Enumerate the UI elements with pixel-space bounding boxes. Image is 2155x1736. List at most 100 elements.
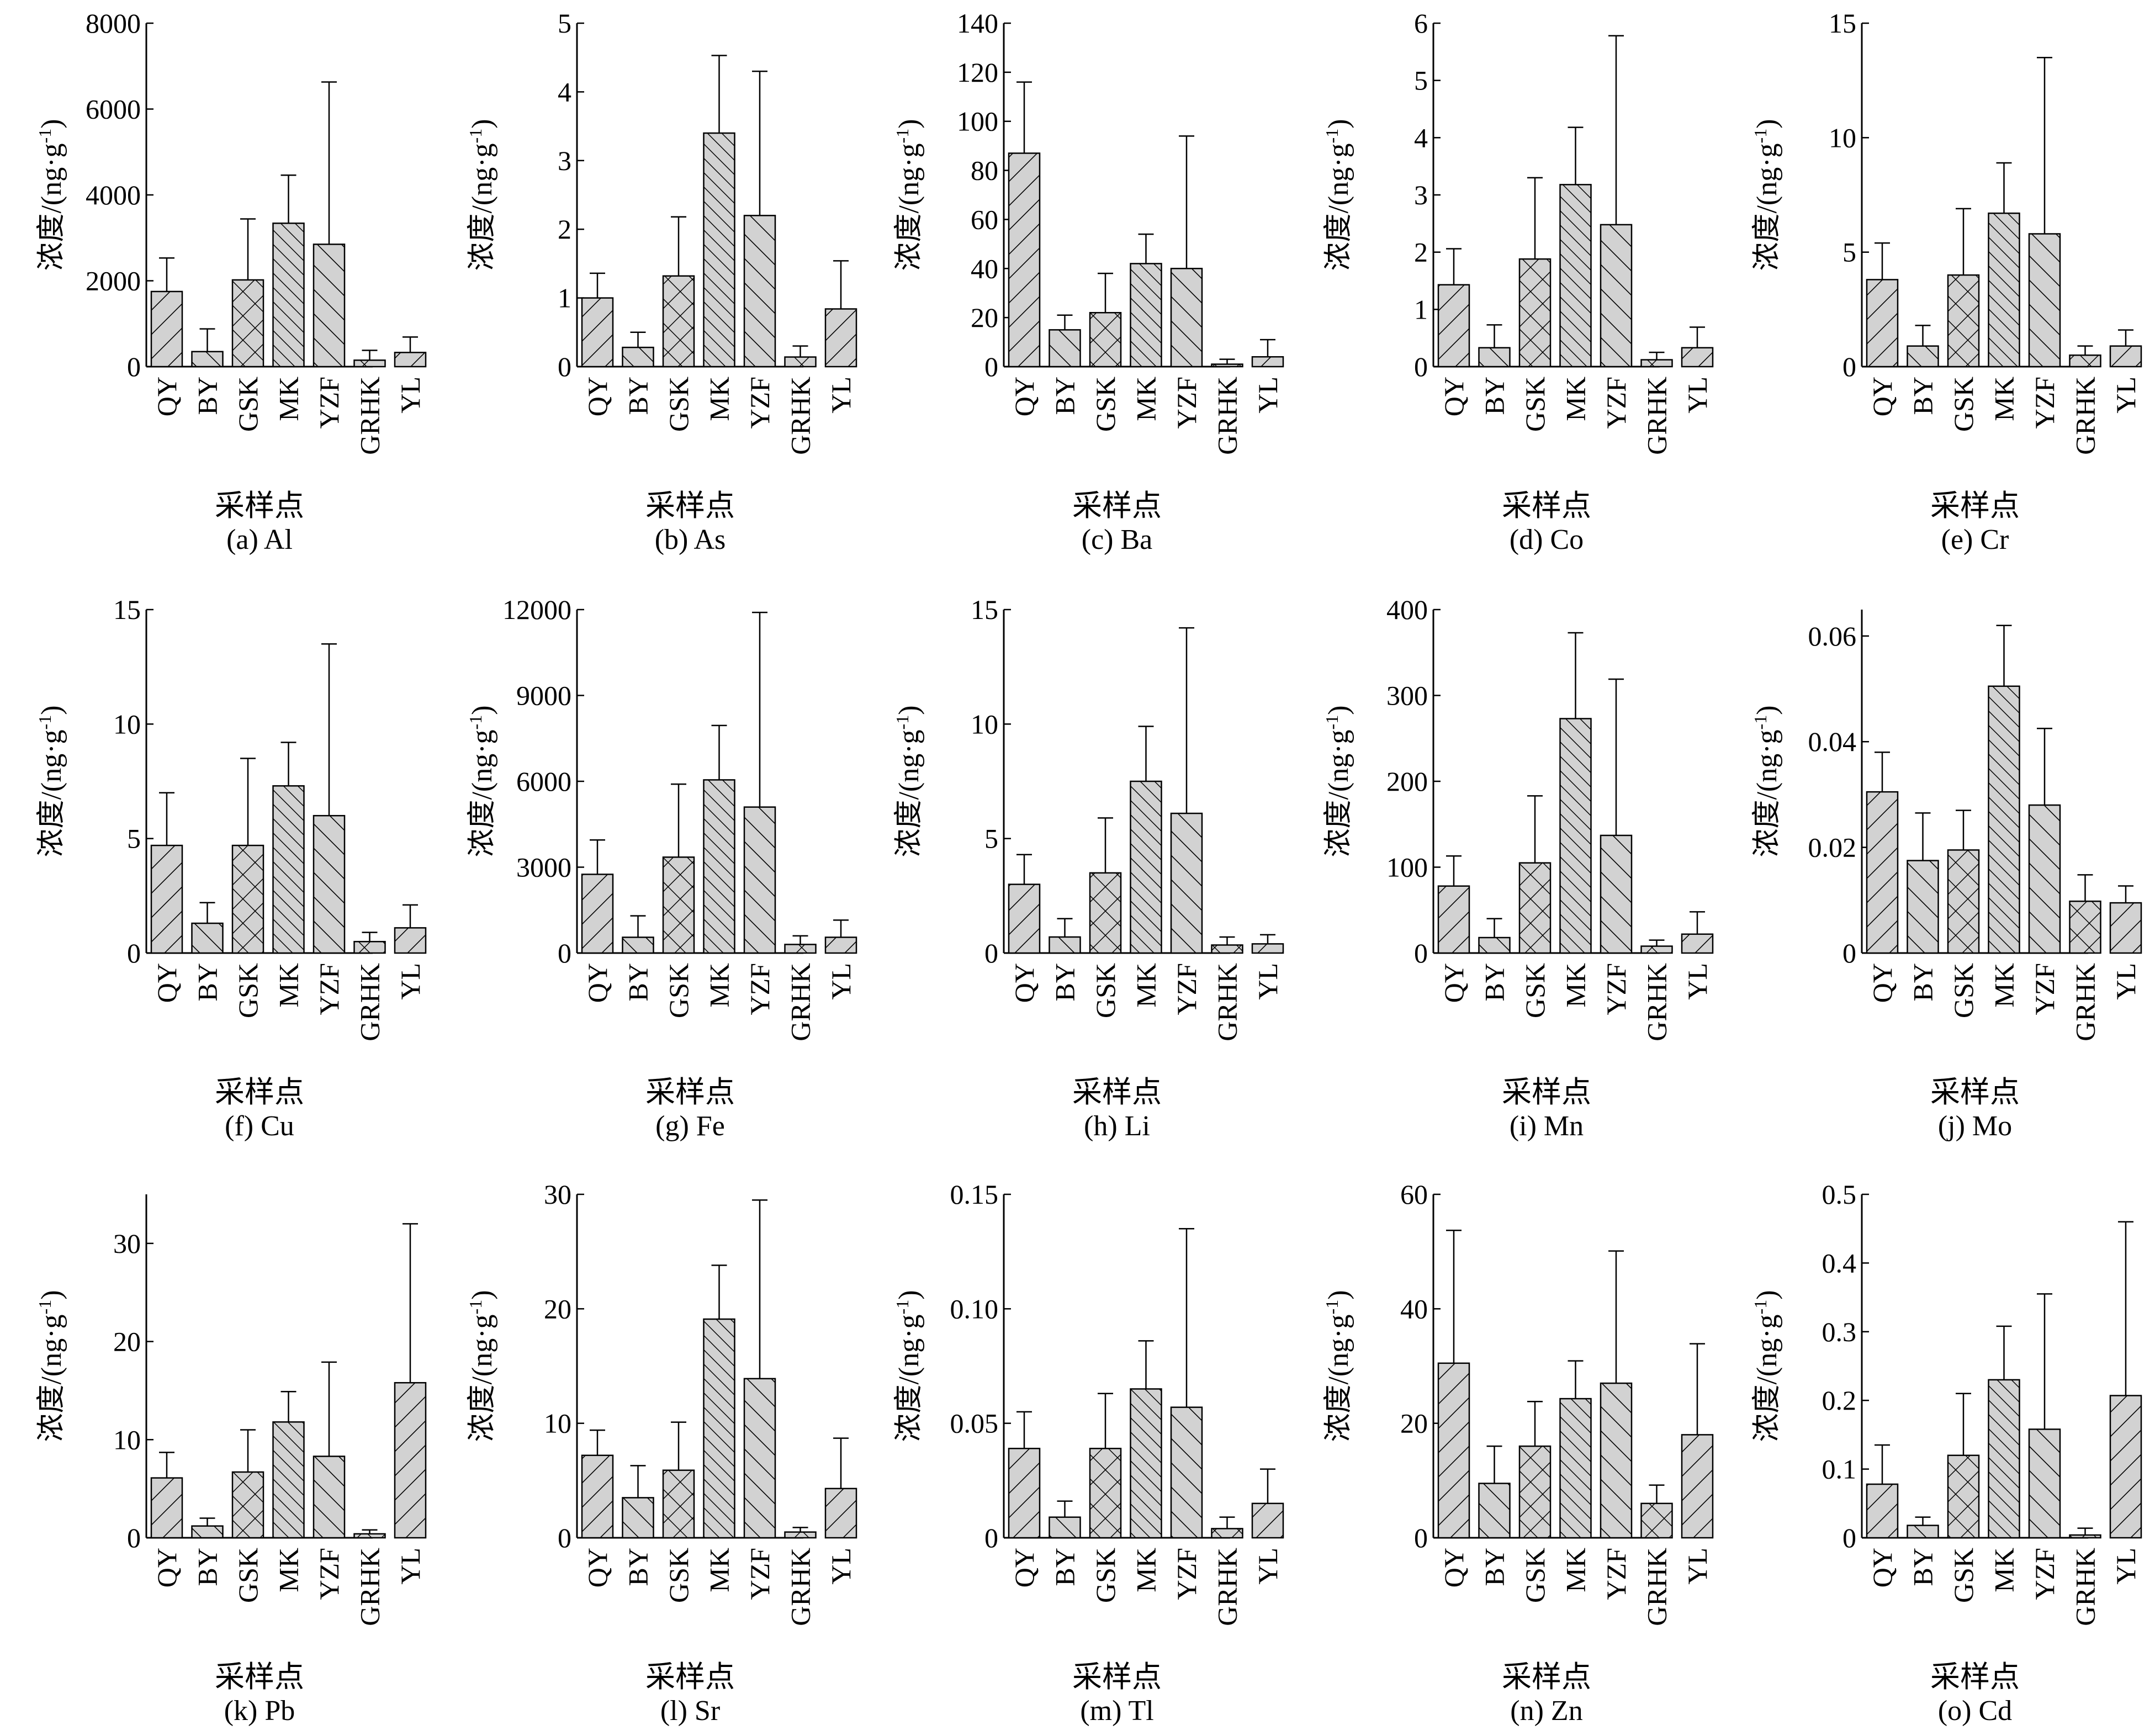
y-tick-label: 9000 [516,680,571,711]
bar [1640,1502,1673,1539]
y-tick-label: 5 [127,823,141,854]
y-axis-label: 浓度/(ng·g-1) [892,119,925,271]
bar [1437,284,1470,368]
chart-panel: 0 1 2 3 4 5 浓度/(ng·g-1) QY BY GSK MK YZF GRHK YL 采样点(b… [465,8,857,555]
y-axis-label: 浓度/(ng·g-1) [465,119,498,271]
y-tick-label: 60 [1400,1179,1428,1210]
bar [1251,356,1284,368]
bar [824,1488,857,1539]
bar [1437,885,1470,954]
y-tick-label: 0.04 [1808,726,1857,757]
bar [353,1533,386,1539]
x-tick-label: YZF [314,1548,345,1600]
x-tick-label: GRHK [2070,1548,2101,1626]
y-tick-label: 0 [1842,938,1856,968]
y-tick-label: 0.02 [1808,832,1857,863]
x-tick-label: MK [1989,1548,2020,1592]
bar [1008,152,1041,368]
y-tick-label: 10 [1829,122,1856,153]
chart-panel: 0 5 10 15 浓度/(ng·g-1) QY BY GSK MK YZF GRHK YL 采样点(h… [892,594,1284,1142]
bar [1681,933,1714,954]
bar [272,223,305,368]
y-tick-label: 20 [1400,1408,1428,1439]
x-tick-label: YZF [1601,1548,1632,1600]
y-axis-label: 浓度/(ng·g-1) [1322,1290,1354,1442]
bar [231,844,264,954]
y-tick-label: 0 [1414,938,1428,968]
y-tick-label: 0.3 [1822,1316,1857,1347]
x-tick-label: BY [1479,1548,1510,1586]
bar [1170,812,1203,954]
y-tick-label: 10 [971,708,998,739]
x-axis-label: 采样点 [1072,489,1162,522]
bar [1600,834,1633,954]
bar [1049,1516,1081,1539]
bar [191,922,224,954]
y-tick-label: 10 [113,1424,141,1455]
panel-caption: (a) Al [226,524,293,555]
x-tick-label: BY [1479,963,1510,1001]
bar [1170,268,1203,368]
y-tick-label: 0 [127,351,141,382]
y-axis-label: 浓度/(ng·g-1) [35,119,67,271]
bar [1947,1454,1980,1539]
x-tick-label: GSK [663,377,694,432]
x-tick-label: GSK [1519,1548,1550,1603]
x-tick-label: MK [704,963,735,1008]
bar [1600,224,1633,368]
x-tick-label: BY [623,1548,654,1586]
x-tick-label: YZF [1601,377,1632,428]
x-tick-label: YL [2110,1548,2141,1585]
x-axis-label: 采样点 [215,489,304,522]
x-tick-label: QY [582,963,613,1003]
y-tick-label: 15 [1829,8,1856,39]
y-tick-label: 5 [1842,237,1856,268]
bar [231,1471,264,1539]
bar [1947,849,1980,954]
panel-caption: (g) Fe [655,1110,725,1142]
x-tick-label: GRHK [1642,1548,1672,1626]
bar [743,806,776,954]
y-tick-label: 0 [127,1522,141,1553]
x-tick-label: YL [395,963,426,1000]
y-axis-label: 浓度/(ng·g-1) [1322,119,1354,271]
bar [1988,1379,2020,1539]
x-tick-label: MK [1560,963,1591,1008]
panel-caption: (c) Ba [1082,524,1152,555]
x-axis-label: 采样点 [645,1076,735,1109]
x-tick-label: QY [151,963,182,1003]
y-tick-label: 1 [558,283,571,314]
panel-caption: (o) Cd [1938,1695,2012,1727]
bar [622,1497,654,1539]
panel-caption: (j) Mo [1938,1110,2012,1142]
bar [191,351,224,368]
bar [1089,1448,1122,1539]
x-tick-label: QY [1867,963,1898,1003]
x-tick-label: YL [1252,963,1283,1000]
y-tick-label: 0 [984,1522,998,1553]
x-tick-label: MK [1131,1548,1162,1592]
bar [150,1477,183,1539]
chart-panel: 0 100 200 300 400 浓度/(ng·g-1) QY BY GSK MK YZF GRHK… [1322,594,1714,1142]
y-tick-label: 20 [113,1326,141,1357]
bar [2069,900,2101,954]
bar [824,936,857,954]
x-axis-label: 采样点 [215,1660,304,1693]
bar [1518,1445,1552,1539]
y-tick-label: 1 [1414,294,1428,325]
chart-panel: 0 1 2 3 4 5 6 浓度/(ng·g-1) QY BY GSK MK YZF GRHK YL 采样点(… [1322,8,1714,555]
y-axis-label: 浓度/(ng·g-1) [892,1290,925,1442]
bar [662,856,695,954]
y-axis-label: 浓度/(ng·g-1) [1750,1290,1783,1442]
y-tick-label: 5 [558,8,571,39]
bar [1049,329,1081,368]
y-tick-label: 0.2 [1822,1385,1857,1416]
y-tick-label: 60 [971,204,998,235]
y-tick-label: 6 [1414,8,1428,39]
x-tick-label: YZF [1601,963,1632,1015]
bar [581,874,614,954]
y-tick-label: 2000 [86,266,141,297]
bar [313,244,346,368]
panel-caption: (k) Pb [224,1695,295,1727]
